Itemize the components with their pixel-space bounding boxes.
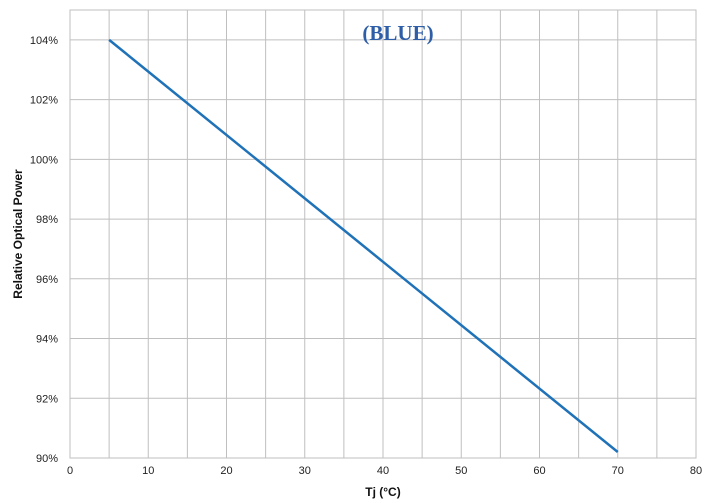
y-axis-title: Relative Optical Power — [11, 169, 25, 299]
x-tick-label: 40 — [377, 465, 389, 477]
y-tick-label: 96% — [36, 274, 58, 286]
x-tick-label: 60 — [533, 465, 545, 477]
x-tick-label: 20 — [220, 465, 232, 477]
x-tick-label: 70 — [612, 465, 624, 477]
x-tick-label: 0 — [67, 465, 73, 477]
series-group — [108, 38, 619, 453]
y-tick-label: 100% — [30, 154, 58, 166]
y-tick-label: 102% — [30, 95, 58, 107]
y-tick-label: 98% — [36, 214, 58, 226]
y-tick-label: 104% — [30, 35, 58, 47]
y-tick-label: 92% — [36, 393, 58, 405]
tick-labels: 0 10 20 30 40 50 60 70 80 90% 92% 94% 96% 98% 100% 102%… — [30, 35, 702, 477]
grid — [69, 9, 697, 459]
plot-border — [69, 9, 697, 459]
chart-annotation: (BLUE) — [362, 21, 433, 45]
x-tick-label: 80 — [690, 465, 702, 477]
x-tick-label: 10 — [142, 465, 154, 477]
y-tick-label: 94% — [36, 334, 58, 346]
x-tick-label: 50 — [455, 465, 467, 477]
x-axis-title: Tj (°C) — [365, 485, 400, 499]
y-tick-label: 90% — [36, 453, 58, 465]
series-line — [108, 38, 619, 453]
x-tick-label: 30 — [299, 465, 311, 477]
